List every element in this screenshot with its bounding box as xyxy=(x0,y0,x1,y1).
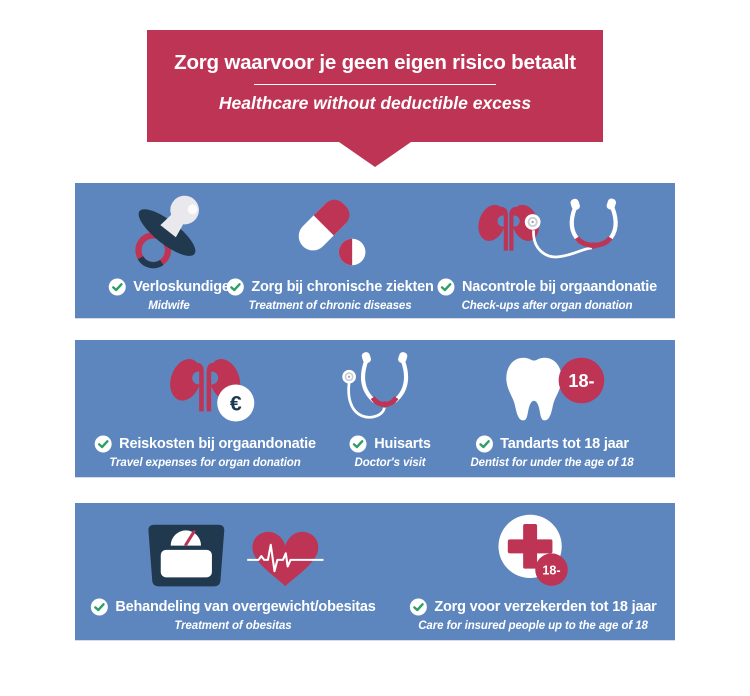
checkmark-icon xyxy=(437,278,455,296)
benefit-item: 18- Zorg voor verzekerden tot 18 jaar Ca… xyxy=(409,513,657,632)
age-badge-label: 18- xyxy=(568,371,594,391)
benefit-label: Zorg bij chronische ziekten xyxy=(251,279,434,295)
benefit-label: Nacontrole bij orgaandonatie xyxy=(461,279,658,295)
benefit-sublabel: Midwife xyxy=(148,300,190,312)
checkmark-icon xyxy=(108,278,126,296)
benefits-row-2: € Reiskosten bij orgaandonatie Travel ex… xyxy=(75,340,675,477)
benefit-item: € Reiskosten bij orgaandonatie Travel ex… xyxy=(94,350,316,469)
benefit-item: Verloskundige Midwife xyxy=(108,193,230,312)
checkmark-icon xyxy=(409,598,427,616)
benefit-label: Behandeling van overgewicht/obesitas xyxy=(115,599,376,615)
benefit-sublabel: Dentist for under the age of 18 xyxy=(470,457,634,469)
benefit-label: Verloskundige xyxy=(133,279,230,295)
pill-icon xyxy=(298,199,366,266)
stethoscope-icon xyxy=(342,352,409,419)
benefit-sublabel: Check-ups after organ donation xyxy=(461,300,633,312)
benefit-sublabel: Doctor's visit xyxy=(354,457,426,469)
benefit-sublabel: Care for insured people up to the age of… xyxy=(418,620,648,632)
benefit-sublabel: Treatment of obesitas xyxy=(174,620,292,632)
heart-ekg-icon xyxy=(246,531,324,587)
checkmark-icon xyxy=(226,278,244,296)
weight-scale-icon xyxy=(148,524,224,587)
benefit-label: Huisarts xyxy=(374,436,431,452)
page-title: Zorg waarvoor je geen eigen risico betaa… xyxy=(174,51,576,74)
checkmark-icon xyxy=(349,435,367,453)
medical-cross-icon: 18- xyxy=(498,514,568,586)
kidneys-euro-icon: € xyxy=(169,359,255,422)
checkmark-icon xyxy=(94,435,112,453)
age-badge-label: 18- xyxy=(542,563,560,577)
benefit-label: Tandarts tot 18 jaar xyxy=(500,436,629,452)
age-badge xyxy=(534,553,568,586)
benefit-item: 18- Tandarts tot 18 jaar Dentist for und… xyxy=(470,350,634,469)
kidneys-stethoscope-icon xyxy=(478,198,618,259)
benefits-row-1: Verloskundige Midwife Zorg bij chronisch… xyxy=(75,183,675,318)
benefit-item: Zorg bij chronische ziekten Treatment of… xyxy=(226,193,434,312)
checkmark-icon xyxy=(90,598,108,616)
euro-badge-label: € xyxy=(230,391,242,415)
header-banner: Zorg waarvoor je geen eigen risico betaa… xyxy=(147,30,603,142)
banner-pointer-triangle xyxy=(339,142,411,167)
benefit-item: Huisarts Doctor's visit xyxy=(340,350,440,469)
benefit-sublabel: Treatment of chronic diseases xyxy=(248,300,412,312)
benefit-sublabel: Travel expenses for organ donation xyxy=(109,457,301,469)
benefit-label: Reiskosten bij orgaandonatie xyxy=(119,436,316,452)
tooth-icon: 18- xyxy=(505,357,604,421)
page-subtitle: Healthcare without deductible excess xyxy=(218,93,532,113)
benefit-label: Zorg voor verzekerden tot 18 jaar xyxy=(434,599,657,615)
scale-heart-icon xyxy=(90,513,375,591)
age-badge xyxy=(558,357,604,404)
checkmark-icon xyxy=(475,435,493,453)
pacifier-icon xyxy=(135,195,199,269)
benefit-item: Behandeling van overgewicht/obesitas Tre… xyxy=(90,513,376,632)
benefits-row-3: Behandeling van overgewicht/obesitas Tre… xyxy=(75,503,675,640)
title-separator xyxy=(254,84,496,85)
benefit-item: Nacontrole bij orgaandonatie Check-ups a… xyxy=(437,193,657,312)
